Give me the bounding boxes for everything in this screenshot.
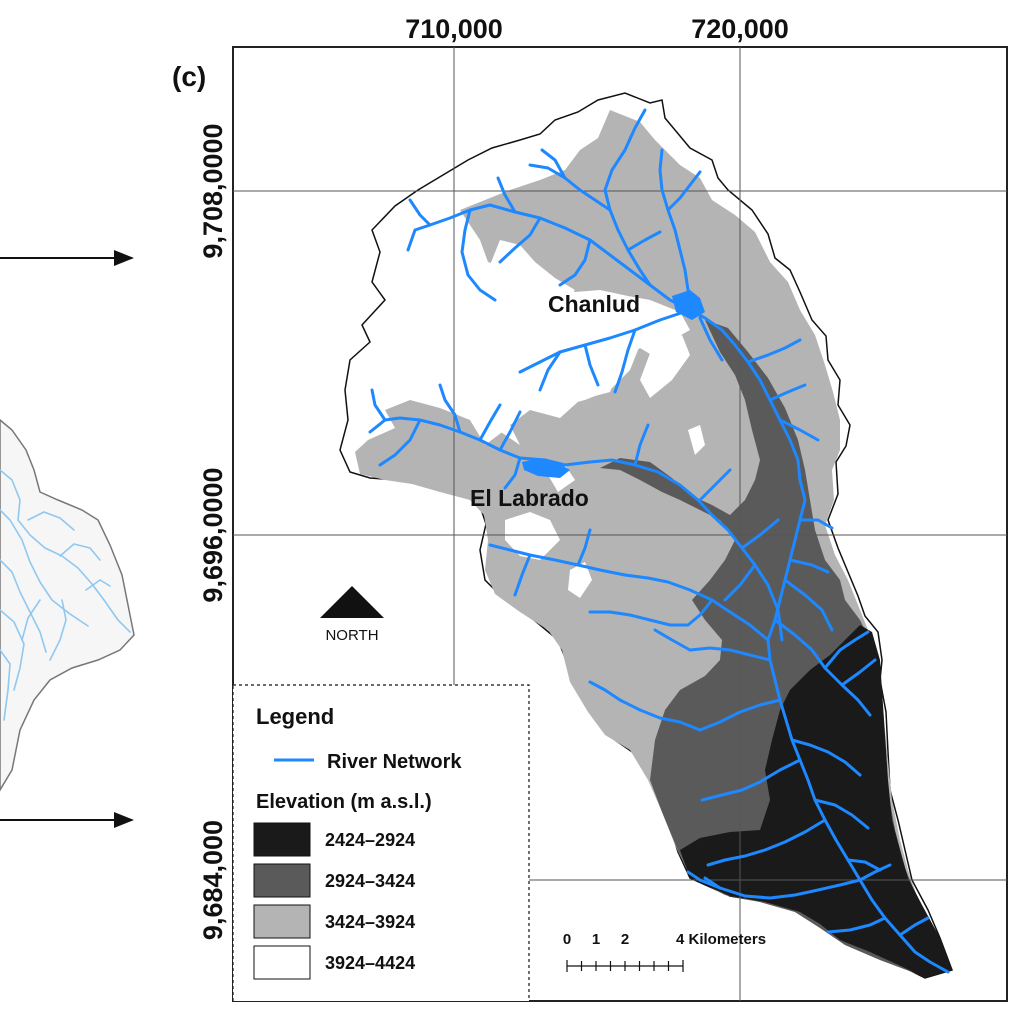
place-label-el-labrado: El Labrado: [470, 485, 589, 511]
left-panel-fragment: [0, 419, 135, 792]
legend-class-label: 2424–2924: [325, 830, 415, 850]
scale-label-4: 4 Kilometers: [676, 931, 766, 948]
legend: Legend River Network Elevation (m a.s.l.…: [253, 704, 462, 980]
legend-class-label: 3924–4424: [325, 953, 415, 973]
legend-elevation-title: Elevation (m a.s.l.): [256, 791, 432, 813]
scale-label-0: 0: [563, 931, 571, 948]
north-arrow: NORTH: [320, 586, 384, 644]
y-tick-label-2: 9,684,000: [198, 820, 228, 940]
high-elevation-pockets: [428, 240, 705, 598]
x-tick-label-1: 720,000: [691, 14, 789, 44]
north-label: NORTH: [325, 627, 378, 644]
left-river-network: [0, 469, 131, 721]
north-arrow-icon: [320, 586, 384, 618]
legend-swatch-2424-2924: [253, 822, 311, 857]
scale-label-1: 1: [592, 931, 600, 948]
legend-class-label: 3424–3924: [325, 912, 415, 932]
y-tick-label-1: 9,696,0000: [198, 467, 228, 602]
scale-label-2: 2: [621, 931, 629, 948]
legend-title: Legend: [256, 704, 334, 729]
legend-swatch-3424-3924: [253, 904, 311, 939]
left-watershed-outline: [0, 419, 135, 792]
legend-class-label: 2924–3424: [325, 871, 415, 891]
el-labrado-reservoir: [522, 458, 570, 478]
x-tick-label-0: 710,000: [405, 14, 503, 44]
scale-bar: 0 1 2 4 Kilometers: [563, 931, 766, 972]
chanlud-reservoir: [672, 290, 705, 320]
legend-swatch-2924-3424: [253, 863, 311, 898]
legend-river-label: River Network: [327, 751, 462, 773]
panel-label: (c): [172, 61, 206, 92]
place-label-chanlud: Chanlud: [548, 291, 640, 317]
legend-swatch-3924-4424: [253, 945, 311, 980]
y-tick-label-0: 9,708,0000: [198, 123, 228, 258]
river-network: [368, 108, 950, 974]
